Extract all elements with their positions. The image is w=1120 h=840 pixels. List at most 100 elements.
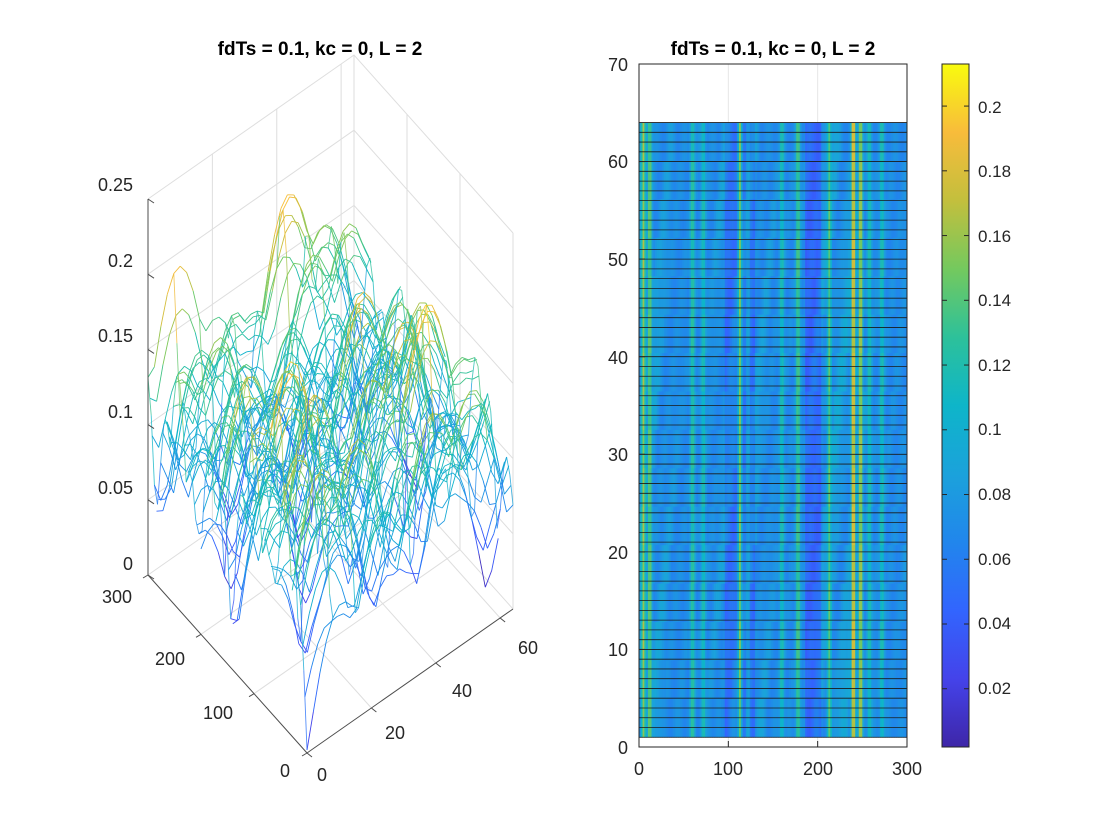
- heatmap-cell: [864, 583, 867, 623]
- surface-mesh-line: [192, 397, 200, 425]
- heatmap-cell: [842, 545, 845, 584]
- surface-mesh-line: [283, 500, 291, 507]
- surface-mesh-line: [418, 491, 427, 511]
- surface-mesh-line: [230, 426, 235, 455]
- surface-mesh-line: [423, 321, 430, 324]
- heatmap-cell: [701, 276, 704, 316]
- heatmap-cell: [840, 468, 844, 508]
- heatmap-cell: [726, 160, 729, 200]
- heatmap-cell: [862, 199, 865, 239]
- heatmap-cell: [892, 276, 895, 316]
- surface-mesh-line: [218, 316, 226, 324]
- surface-mesh-line: [349, 487, 357, 505]
- surface-mesh-line: [310, 411, 317, 414]
- surface-mesh-line: [196, 433, 204, 438]
- heatmap-cell: [785, 314, 788, 354]
- surface-mesh-line: [436, 343, 444, 361]
- heatmap-cell: [823, 353, 826, 392]
- surface-mesh-line: [365, 441, 373, 455]
- heatmap-cell: [687, 391, 690, 431]
- heatmap-cell: [696, 545, 699, 584]
- heatmap-cell: [867, 391, 870, 431]
- surface-mesh-line: [199, 362, 207, 368]
- heatmap-cell: [753, 583, 756, 623]
- heatmap-cell: [889, 506, 892, 546]
- surface-mesh-line: [377, 540, 385, 576]
- heatmap-cell: [653, 237, 656, 277]
- heatmap-cell: [672, 391, 676, 431]
- surface-mesh-line: [378, 381, 386, 393]
- heatmap-cell: [787, 391, 790, 431]
- surface-mesh-line: [458, 418, 463, 442]
- heatmap-cell: [697, 621, 701, 661]
- surface-mesh-line: [307, 362, 316, 372]
- surface-mesh-line: [281, 584, 289, 600]
- surface-mesh-line: [194, 332, 203, 360]
- heatmap-cell: [646, 199, 649, 239]
- surface-mesh-line: [275, 342, 284, 365]
- heatmap-cell: [846, 353, 849, 392]
- heatmap-cell: [664, 468, 667, 508]
- surface-mesh-line: [431, 305, 439, 319]
- heatmap-cell: [690, 276, 693, 316]
- heatmap-cell: [649, 621, 652, 661]
- heatmap-cell: [812, 314, 815, 354]
- heatmap-cell: [685, 237, 688, 277]
- heatmap-cell: [778, 276, 781, 316]
- surface-mesh-line: [330, 226, 336, 246]
- surface-mesh-line: [301, 336, 309, 354]
- heatmap-cell: [871, 506, 874, 546]
- heatmap-cell: [676, 468, 679, 508]
- surface-mesh-line: [223, 507, 228, 549]
- surface-mesh-line: [416, 351, 424, 376]
- heatmap-cell: [746, 199, 749, 239]
- surface-mesh-line: [266, 407, 271, 442]
- heatmap-cell: [810, 353, 813, 392]
- heatmap-cell: [794, 199, 797, 239]
- heatmap-cell: [835, 545, 838, 584]
- heatmap-cell: [731, 199, 735, 239]
- surface-mesh-line: [342, 223, 350, 232]
- heatmap-cell: [692, 621, 695, 661]
- surface-mesh-line: [288, 509, 293, 548]
- surface-mesh-line: [250, 335, 255, 389]
- heatmap-cell: [876, 391, 879, 431]
- heatmap-cell: [719, 353, 722, 392]
- surface-mesh-line: [363, 304, 371, 316]
- surface-mesh-line: [316, 264, 325, 276]
- heatmap-cell: [887, 583, 890, 623]
- surface-mesh-line: [320, 462, 328, 468]
- surface-mesh-line: [377, 452, 386, 465]
- surface-mesh-line: [362, 541, 370, 573]
- heatmap-cell: [812, 506, 815, 546]
- heatmap-cell: [794, 545, 797, 584]
- surface-mesh-line: [471, 415, 480, 426]
- heatmap-cell: [665, 621, 668, 661]
- surface-mesh-line: [388, 451, 396, 462]
- surface-mesh-line: [278, 232, 286, 258]
- surface-mesh-line: [170, 435, 179, 461]
- surface-mesh-line: [228, 490, 236, 508]
- heatmap-cell: [685, 429, 688, 469]
- heatmap-cell: [833, 583, 836, 623]
- surface-mesh-line: [340, 264, 348, 283]
- heatmap-cell: [851, 314, 854, 354]
- heatmap-cell: [806, 506, 810, 546]
- heatmap-cell: [744, 545, 747, 584]
- surface-mesh-line: [361, 308, 369, 315]
- surface-mesh-line: [216, 474, 224, 498]
- heatmap-cell: [764, 506, 767, 546]
- surface-mesh-line: [314, 265, 322, 270]
- heatmap-cell: [730, 429, 733, 469]
- surface-mesh-line: [311, 414, 319, 419]
- surface-mesh-line: [409, 463, 417, 495]
- heatmap-cell: [701, 583, 704, 623]
- surface-z-tick-mark: [147, 424, 155, 430]
- heatmap-cell: [774, 545, 777, 584]
- surface-mesh-line: [363, 266, 368, 307]
- heatmap-cell: [842, 506, 845, 546]
- surface-mesh-line: [341, 481, 349, 501]
- heatmap-cell: [706, 353, 710, 392]
- heatmap-cell: [651, 353, 654, 392]
- surface-mesh-line: [164, 392, 173, 420]
